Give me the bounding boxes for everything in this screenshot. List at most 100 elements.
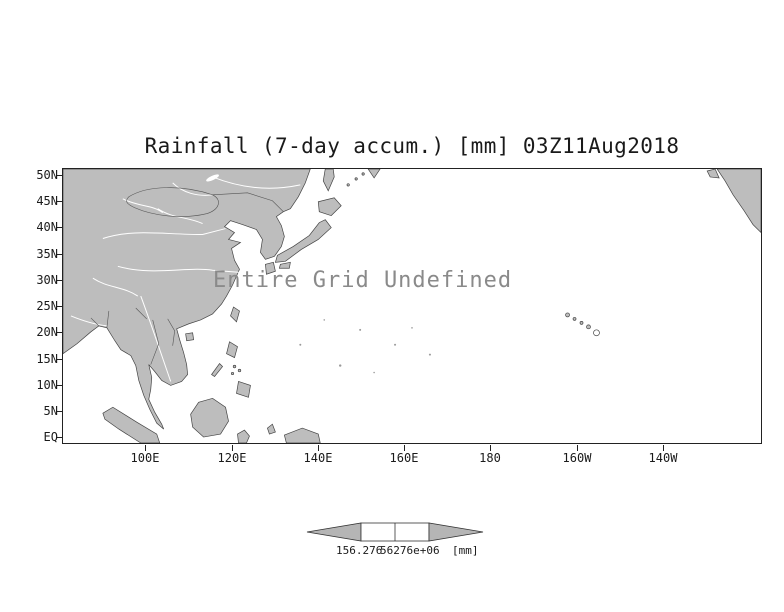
small-island (394, 343, 397, 346)
colorbar-right-arrow (428, 522, 484, 542)
island-visayas (237, 368, 242, 373)
y-tick (56, 227, 62, 228)
river (140, 295, 172, 382)
y-axis-label-10n: 10N (36, 378, 58, 392)
island-visayas (232, 364, 237, 369)
island-kuril (346, 183, 350, 187)
island-mindanao (236, 380, 251, 398)
island-hawaii (565, 312, 570, 318)
peninsula-kamchatka (367, 169, 381, 179)
map-frame: Entire Grid Undefined (62, 168, 762, 444)
x-axis-label-140w: 140W (648, 451, 678, 465)
river-layer (70, 174, 301, 382)
river (70, 315, 107, 327)
small-island-guam (339, 364, 342, 367)
basemap (63, 169, 761, 443)
island-sumatra (102, 406, 161, 443)
x-axis-label-140e: 140E (303, 451, 333, 465)
y-tick (56, 254, 62, 255)
x-tick (318, 445, 319, 451)
island-hawaii (572, 317, 577, 321)
island-kyushu (265, 261, 276, 275)
y-axis-label-25n: 25N (36, 299, 58, 313)
island-luzon (226, 341, 238, 359)
coast-north-america (716, 169, 761, 234)
country-border (135, 307, 147, 320)
y-axis-label-15n: 15N (36, 352, 58, 366)
country-border (90, 317, 100, 327)
small-island (299, 343, 302, 346)
country-border (126, 187, 219, 217)
x-axis-label-160w: 160W (562, 451, 592, 465)
x-tick (663, 445, 664, 451)
y-tick (56, 359, 62, 360)
island-shikoku (278, 261, 291, 269)
y-tick (56, 437, 62, 438)
y-tick (56, 280, 62, 281)
island-sulawesi (237, 429, 250, 443)
river (157, 208, 203, 225)
island-taiwan (230, 306, 240, 323)
y-axis-label-30n: 30N (36, 273, 58, 287)
political-border-layer (90, 187, 284, 365)
y-axis-label-50n: 50N (36, 168, 58, 182)
x-tick (490, 445, 491, 451)
coastline-layer (63, 169, 761, 443)
plot-title: Rainfall (7-day accum.) [mm] 03Z11Aug201… (144, 134, 680, 158)
grid-undefined-message: Entire Grid Undefined (213, 268, 513, 293)
y-tick (56, 332, 62, 333)
lake-baikal (206, 174, 219, 182)
river (172, 182, 213, 196)
river (102, 228, 226, 239)
y-tick (56, 175, 62, 176)
country-border (212, 192, 284, 212)
y-tick (56, 385, 62, 386)
y-tick (56, 411, 62, 412)
y-axis-label-eq: EQ (43, 430, 58, 444)
island-palawan (211, 363, 224, 377)
y-axis-label-40n: 40N (36, 220, 58, 234)
x-axis-label-120e: 120E (217, 451, 247, 465)
island-sakhalin (322, 169, 335, 192)
small-island (373, 371, 375, 374)
x-tick (577, 445, 578, 451)
small-island (323, 319, 326, 321)
x-axis-label-180: 180 (479, 451, 501, 465)
colorbar (306, 522, 484, 542)
river (117, 265, 239, 273)
colorbar-left-arrow (306, 522, 362, 542)
x-axis-label-160e: 160E (389, 451, 419, 465)
island-honshu (274, 219, 332, 263)
island-vancouver (706, 169, 720, 179)
country-border (167, 318, 175, 346)
island-hokkaido (317, 197, 342, 217)
island-hawaii (579, 321, 584, 325)
island-halmahera (267, 423, 276, 435)
island-hawaii (586, 324, 591, 330)
y-tick (56, 201, 62, 202)
y-axis-label-35n: 35N (36, 247, 58, 261)
colorbar-left-label: 156.276 (336, 544, 383, 557)
island-kuril (354, 177, 358, 181)
island-visayas (230, 371, 235, 376)
small-island-layer (299, 319, 431, 374)
colorbar-unit-label: [mm] (452, 544, 479, 557)
river (212, 176, 301, 189)
small-island (359, 328, 362, 331)
y-axis-label-45n: 45N (36, 194, 58, 208)
x-tick (404, 445, 405, 451)
landmass-mainland-asia (63, 169, 311, 430)
y-tick (56, 306, 62, 307)
island-hainan (185, 332, 195, 342)
small-island (411, 327, 413, 329)
small-island (428, 353, 431, 356)
x-tick (232, 445, 233, 451)
river (92, 277, 139, 297)
island-hawaii-big (593, 329, 600, 337)
island-kuril (361, 172, 365, 176)
x-tick (145, 445, 146, 451)
colorbar-right-label: 56276e+06 (380, 544, 440, 557)
country-border (106, 310, 110, 328)
island-borneo (190, 397, 229, 438)
